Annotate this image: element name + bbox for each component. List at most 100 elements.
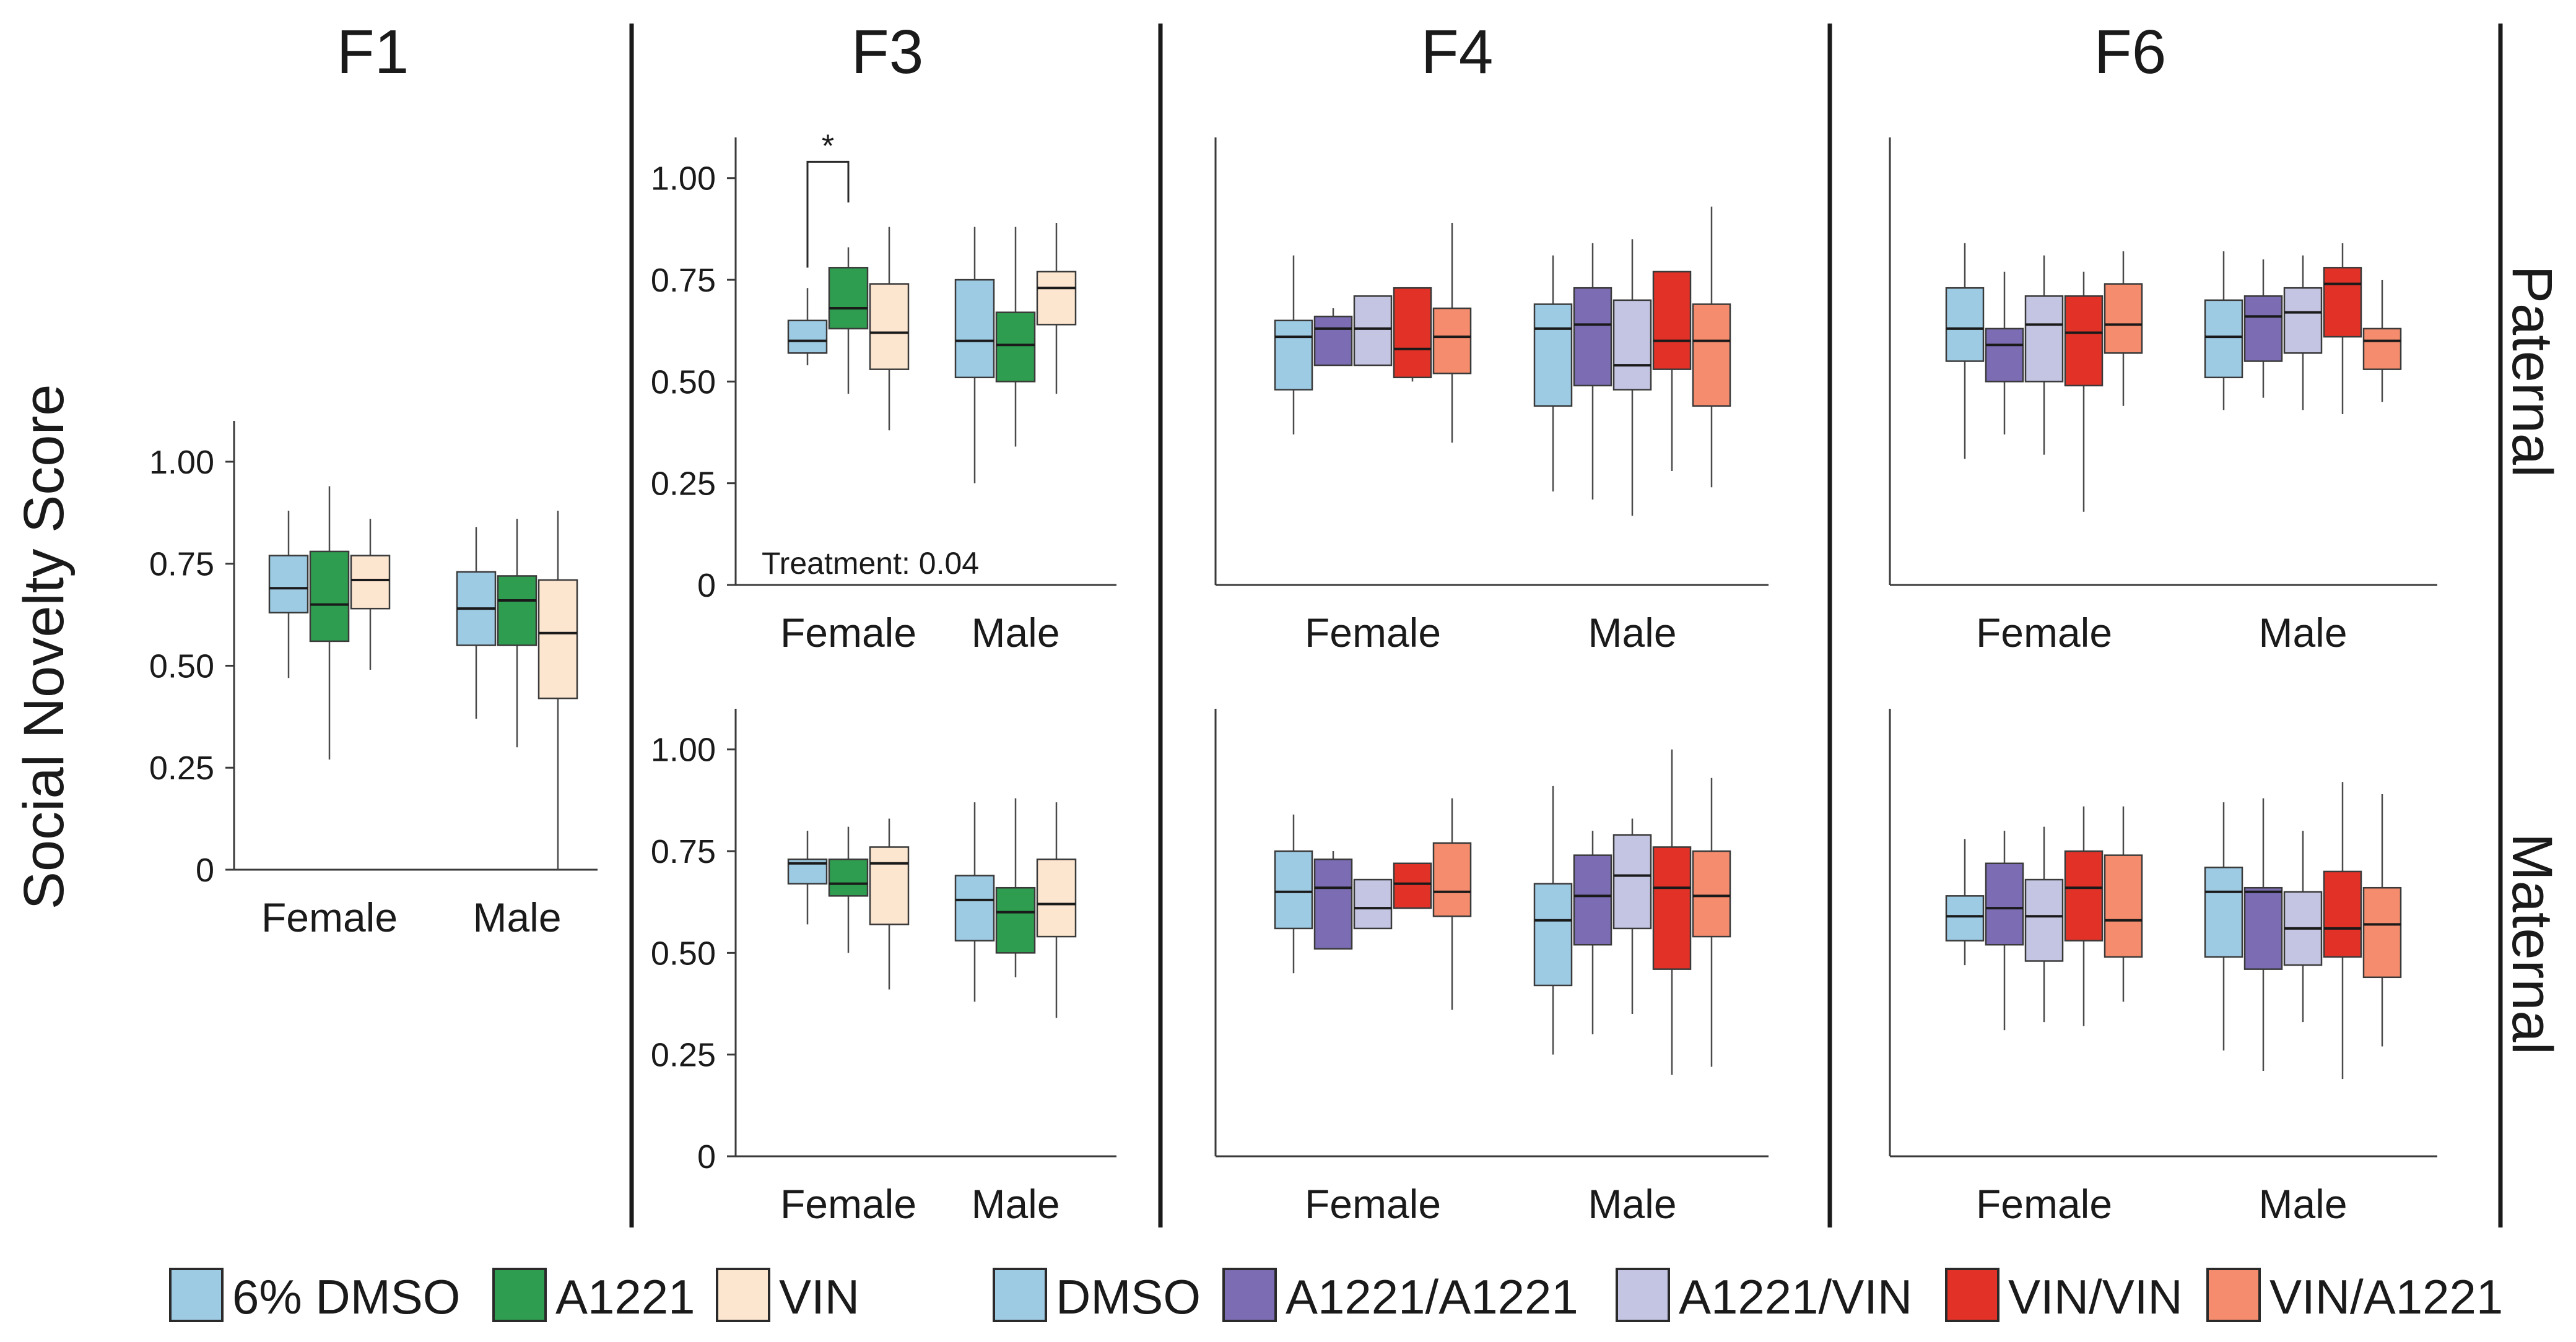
box-iqr: [537, 579, 578, 699]
box-vin-a1221-female: [2104, 806, 2143, 1002]
box-6pct-dmso-female: [268, 511, 309, 678]
box-dmso-female: [1274, 814, 1313, 974]
y-tick-label: 1.00: [149, 444, 214, 481]
x-category-label: Male: [472, 894, 561, 940]
legend-label-vin-a1221: VIN/A1221: [2269, 1270, 2503, 1324]
panel-title-f1: F1: [337, 17, 409, 87]
box-vin-female: [350, 519, 391, 670]
box-iqr: [954, 875, 995, 942]
box-vin-a1221-male: [1692, 206, 1731, 488]
box-vin-a1221-female: [2104, 251, 2143, 406]
panel-title-f6: F6: [2094, 17, 2167, 87]
box-iqr: [954, 279, 995, 379]
y-tick-label: 0.50: [651, 363, 716, 400]
box-a1221-male: [497, 519, 537, 748]
box-iqr: [1274, 850, 1313, 930]
box-iqr: [1985, 862, 2024, 946]
box-a1221-a1221-male: [1573, 243, 1612, 500]
box-vin-vin-male: [2323, 243, 2362, 414]
significance-star: *: [822, 128, 834, 164]
legend-swatch-a1221-vin: [1616, 1268, 1670, 1322]
y-tick-label: 0: [697, 1138, 716, 1175]
panel-title-f4: F4: [1421, 17, 1494, 87]
panel-f3-maternal: 0 0.25 0.50 0.75 1.00 Female Male: [651, 709, 1116, 1227]
legend-label-6pct-dmso: 6% DMSO: [232, 1270, 460, 1324]
panel-f4-maternal: Female Male: [1214, 709, 1769, 1227]
legend-swatch-vin-vin: [1945, 1268, 1999, 1322]
box-iqr: [1353, 878, 1393, 930]
box-6pct-dmso-male: [954, 227, 995, 483]
row-label-maternal: Maternal: [2500, 833, 2564, 1055]
legend-swatch-vin: [716, 1268, 770, 1322]
legend-label-dmso: DMSO: [1056, 1270, 1201, 1324]
panel-f6-maternal: Female Male: [1889, 709, 2437, 1227]
box-vin-a1221-male: [2362, 794, 2402, 1047]
box-a1221-vin-female: [2024, 255, 2064, 455]
box-dmso-male: [1533, 255, 1573, 491]
box-iqr: [2204, 867, 2243, 958]
box-iqr: [1432, 842, 1472, 917]
x-category-label: Male: [971, 1181, 1060, 1227]
box-vin-vin-female: [1393, 287, 1432, 382]
y-tick-label: 0.50: [651, 935, 716, 972]
box-a1221-a1221-male: [1573, 831, 1612, 1034]
x-category-label: Female: [1976, 1181, 2112, 1227]
box-iqr: [2243, 886, 2283, 970]
box-vin-vin-female: [2064, 806, 2104, 1026]
significance-bracket: *: [806, 128, 850, 268]
box-iqr: [268, 555, 309, 614]
legend-label-a1221: A1221: [555, 1270, 695, 1324]
box-iqr: [2024, 295, 2064, 383]
x-category-label: Male: [971, 610, 1060, 656]
box-iqr: [1393, 862, 1432, 909]
y-tick-label: 1.00: [651, 160, 716, 197]
row-label-paternal: Paternal: [2500, 266, 2564, 478]
y-tick-label: 0: [196, 852, 214, 889]
box-a1221-vin-male: [2283, 831, 2323, 1023]
box-a1221-male: [995, 798, 1036, 977]
box-vin-vin-male: [2323, 782, 2362, 1080]
box-vin-male: [1036, 223, 1077, 394]
box-a1221-vin-female: [1353, 295, 1393, 366]
panel-f4-paternal: Female Male: [1214, 137, 1769, 656]
legend-f1-f3: 6% DMSO A1221 VIN: [169, 1268, 859, 1324]
box-iqr: [1393, 287, 1432, 379]
legend-swatch-a1221-a1221: [1222, 1268, 1277, 1322]
x-category-label: Male: [2258, 610, 2347, 656]
box-iqr: [1652, 271, 1692, 370]
legend-f4-f6: DMSO A1221/A1221 A1221/VIN VIN/VIN VIN/A…: [993, 1268, 2503, 1324]
x-category-label: Male: [2258, 1181, 2347, 1227]
y-tick-label: 0.25: [651, 465, 716, 503]
box-a1221-a1221-female: [1985, 831, 2024, 1031]
box-a1221-female: [309, 486, 350, 760]
box-iqr: [2064, 295, 2104, 387]
box-vin-male: [1036, 802, 1077, 1018]
panel-f3-paternal: 0 0.25 0.50 0.75 1.00 Female Male Treatment: 0.…: [651, 128, 1116, 656]
box-iqr: [828, 267, 869, 330]
box-iqr: [2323, 870, 2362, 958]
legend-swatch-dmso: [993, 1268, 1047, 1322]
box-dmso-male: [2204, 802, 2243, 1051]
y-tick-label: 1.00: [651, 732, 716, 769]
x-category-label: Female: [1305, 1181, 1441, 1227]
box-a1221-vin-male: [1612, 818, 1652, 1014]
box-a1221-a1221-female: [1985, 271, 2024, 435]
legend-label-vin-vin: VIN/VIN: [2008, 1270, 2183, 1324]
box-a1221-vin-male: [2283, 255, 2323, 410]
box-iqr: [1036, 858, 1077, 938]
box-iqr: [1313, 858, 1353, 950]
box-iqr: [995, 886, 1036, 954]
box-iqr: [1612, 299, 1652, 391]
legend-swatch-vin-a1221: [2206, 1268, 2261, 1322]
box-iqr: [2104, 283, 2143, 354]
box-iqr: [869, 846, 910, 925]
box-a1221-a1221-male: [2243, 259, 2283, 398]
box-iqr: [2283, 287, 2323, 354]
box-iqr: [828, 858, 869, 897]
y-tick-label: 0.25: [651, 1037, 716, 1074]
x-category-label: Female: [1976, 610, 2112, 656]
box-vin-vin-male: [1652, 749, 1692, 1075]
x-category-label: Female: [780, 610, 916, 656]
box-iqr: [995, 311, 1036, 383]
box-iqr: [1353, 295, 1393, 366]
